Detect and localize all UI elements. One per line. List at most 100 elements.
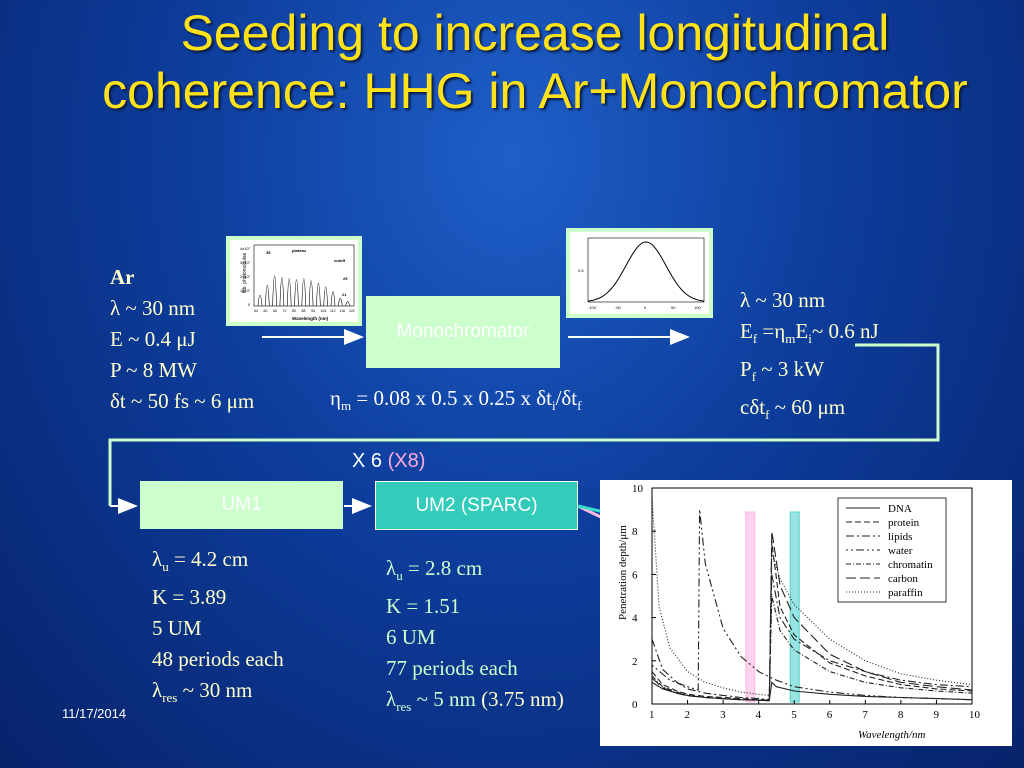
y-tick-label: 2 <box>632 656 638 668</box>
legend-entry: paraffin <box>888 587 923 599</box>
um1-label: UM1 <box>221 494 262 515</box>
hhg-xtick: 60 <box>264 309 268 313</box>
y-tick-label: 8 <box>632 526 638 538</box>
repeat-alt: (X8) <box>387 450 426 472</box>
hhg-peak <box>345 301 350 307</box>
um2-parameters: λu = 2.8 cm K = 1.51 6 UM 77 periods eac… <box>386 553 564 722</box>
um2-label: UM2 (SPARC) <box>415 494 538 516</box>
um1-resonance: λres ~ 30 nm <box>152 678 253 706</box>
hhg-ytick: 3x10⁷ <box>240 260 251 265</box>
eta-sub-i: i <box>551 398 556 414</box>
ar-power: P ~ 8 MW <box>110 358 198 382</box>
gauss-ytick: 0.5 <box>578 268 584 273</box>
eta-slash: /δt <box>555 386 578 410</box>
hhg-ann-35: 35 <box>266 250 271 255</box>
gauss-xtick: -100 <box>588 305 597 310</box>
gaussian-curve <box>587 241 705 302</box>
legend-entry: chromatin <box>888 559 933 571</box>
y-axis-label: Penetration depth/μm <box>617 525 629 620</box>
repeat-main: X 6 <box>352 450 388 472</box>
page-title: Seeding to increase longitudinal coheren… <box>102 5 968 119</box>
gauss-xtick: 0 <box>644 305 647 310</box>
hhg-xtick: 96 <box>311 309 315 313</box>
hhg-peak <box>338 298 343 307</box>
ar-heading: Ar <box>110 265 135 289</box>
hhg-xtick: 66 <box>273 309 277 313</box>
resonance-marker <box>789 511 800 703</box>
monochromator-label: Monochromator <box>396 321 530 342</box>
gauss-xtick: -50 <box>615 305 622 310</box>
hhg-xtick: 112 <box>330 309 336 313</box>
ar-duration: δt ~ 50 fs ~ 6 μm <box>110 389 255 413</box>
series-line-water <box>651 509 973 701</box>
um1-parameters: λu = 4.2 cm K = 3.89 5 UM 48 periods eac… <box>152 544 284 713</box>
hhg-peak <box>257 294 263 307</box>
repeat-label: X 6 (X8) <box>352 450 425 473</box>
legend-entry: lipids <box>888 531 912 543</box>
x-tick-label: 5 <box>791 709 797 721</box>
hhg-ann-plateau: plateau <box>292 248 307 253</box>
series-line-protein <box>651 541 973 701</box>
hhg-xtick: 116 <box>340 309 346 313</box>
hhg-xtick: 88 <box>302 309 306 313</box>
hhg-spectrum-frame: Nb. photons/pulse 4x10⁷ 3x10⁷ 2x10⁷ 1x10… <box>226 236 362 326</box>
hhg-ytick: 1x10⁷ <box>240 288 251 293</box>
hhg-ann-21: 21 <box>342 292 347 297</box>
hhg-ytick: 4x10⁷ <box>240 246 251 251</box>
eta-symbol: η <box>330 386 341 410</box>
hhg-xtick: 72 <box>283 309 287 313</box>
ar-parameters: Ar λ ~ 30 nm E ~ 0.4 μJ P ~ 8 MW δt ~ 50… <box>110 262 254 417</box>
y-tick-label: 10 <box>632 483 644 495</box>
out-energy: Ef =ηmEi~ 0.6 nJ <box>740 319 879 347</box>
y-tick-label: 0 <box>632 699 638 711</box>
hhg-peak <box>316 282 321 307</box>
eta-sub-f: f <box>577 398 582 414</box>
return-path-line <box>108 343 940 506</box>
um2-count: 6 UM <box>386 625 436 650</box>
resonance-marker <box>745 511 756 703</box>
x-tick-label: 10 <box>969 709 981 721</box>
ar-energy: E ~ 0.4 μJ <box>110 327 196 351</box>
hhg-ylabel: Nb. photons/pulse <box>242 252 248 293</box>
x-tick-label: 4 <box>756 709 762 721</box>
um2-period: λu = 2.8 cm <box>386 556 483 584</box>
gauss-xtick: 100 <box>694 305 701 310</box>
hhg-ytick: 2x10⁷ <box>240 274 251 279</box>
legend-entry: carbon <box>888 573 918 585</box>
um2-k: K = 1.51 <box>386 594 461 619</box>
series-line-carbon <box>651 531 973 702</box>
x-tick-label: 6 <box>827 709 833 721</box>
um1-period: λu = 4.2 cm <box>152 547 249 575</box>
gaussian-frame: 0.5 -100 -50 0 50 100 <box>566 228 713 318</box>
eta-body: = 0.08 x 0.5 x 0.25 x δt <box>351 386 552 410</box>
y-tick-label: 4 <box>632 613 638 625</box>
hhg-xtick: 104 <box>321 309 327 313</box>
efficiency-formula: ηm = 0.08 x 0.5 x 0.25 x δti/δtf <box>330 383 581 421</box>
hhg-xtick: 80 <box>292 309 296 313</box>
gauss-xtick: 50 <box>671 305 676 310</box>
hhg-xtick: 122 <box>349 309 355 313</box>
um1-periods: 48 periods each <box>152 647 284 672</box>
legend-entry: DNA <box>888 503 912 515</box>
penetration-chart: 1 2 3 4 5 6 7 8 9 10 0 2 4 6 8 10 Wavelength/nm Penetrati… <box>600 480 1012 746</box>
monochromator-box: Monochromator <box>366 296 560 368</box>
hhg-spectrum-plot: Nb. photons/pulse 4x10⁷ 3x10⁷ 2x10⁷ 1x10… <box>230 240 358 322</box>
legend-entry: protein <box>888 517 920 529</box>
out-length: cδtf ~ 60 μm <box>740 395 846 423</box>
out-power: Pf ~ 3 kW <box>740 357 824 385</box>
output-parameters: λ ~ 30 nm Ef =ηmEi~ 0.6 nJ Pf ~ 3 kW cδt… <box>740 285 879 431</box>
out-wavelength: λ ~ 30 nm <box>740 288 826 312</box>
um2-box: UM2 (SPARC) <box>375 481 578 530</box>
chart-frame <box>651 487 973 705</box>
ar-wavelength: λ ~ 30 nm <box>110 296 196 320</box>
um1-count: 5 UM <box>152 616 202 641</box>
x-axis-label: Wavelength/nm <box>858 729 925 741</box>
um1-k: K = 3.89 <box>152 585 227 610</box>
um2-periods: 77 periods each <box>386 656 518 681</box>
x-tick-label: 7 <box>862 709 868 721</box>
eta-sub: m <box>340 398 352 414</box>
series-line-chromatin <box>651 595 973 702</box>
hhg-xlabel: Wavelength (nm) <box>292 316 329 321</box>
hhg-peak <box>323 286 328 307</box>
um1-box: UM1 <box>140 481 343 529</box>
